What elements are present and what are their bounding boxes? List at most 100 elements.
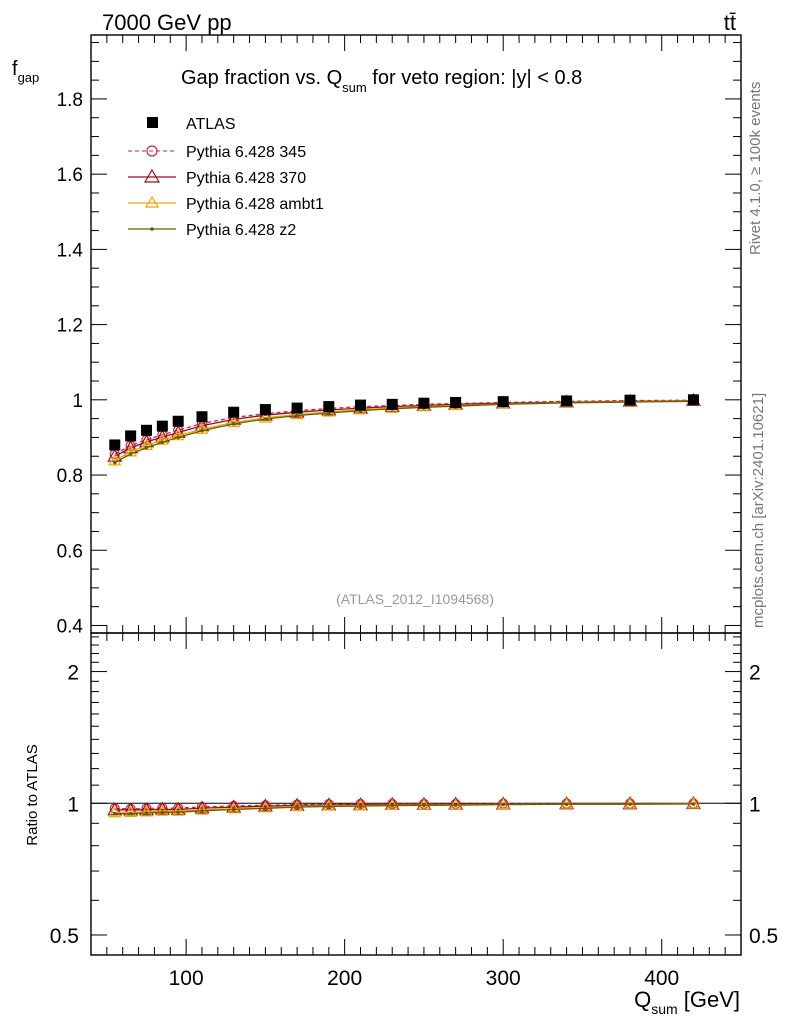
legend-ambt1-label: Pythia 6.428 ambt1 <box>186 196 324 213</box>
ratio-point-ambt1 <box>124 805 138 818</box>
main-point-ambt1 <box>227 415 241 428</box>
main-point-data <box>140 424 152 436</box>
main-ytick-label: 1.4 <box>57 240 84 261</box>
main-point-data <box>418 397 430 409</box>
main-ytick-label: 1.2 <box>57 316 83 337</box>
legend-z2-label: Pythia 6.428 z2 <box>186 222 296 239</box>
ratio-point-ambt1 <box>322 799 336 811</box>
ratio-point-ambt1 <box>623 797 637 809</box>
main-point-data <box>228 406 240 418</box>
legend-z2-marker <box>150 227 154 231</box>
xtick-label: 300 <box>486 967 521 990</box>
ratio-point-ambt1 <box>227 801 241 814</box>
main-point-ambt1 <box>139 438 154 451</box>
main-point-data <box>259 404 271 416</box>
ratio-ytick-label-left: 0.5 <box>50 925 79 948</box>
main-point-data <box>497 396 509 408</box>
legend-p345-marker <box>146 145 158 157</box>
ratio-point-ambt1 <box>195 803 209 815</box>
main-point-z2 <box>295 413 299 418</box>
ratio-ytick-label-right: 0.5 <box>749 925 778 948</box>
ratio-ytick-label-right: 1 <box>749 793 761 816</box>
ratio-point-z2 <box>176 810 180 815</box>
ratio-point-ambt1 <box>290 799 304 812</box>
main-point-data <box>561 395 573 407</box>
x-axis-label: Qsum [GeV] <box>634 987 740 1017</box>
main-point-data <box>386 398 398 410</box>
ratio-point-z2 <box>390 803 395 808</box>
main-point-data <box>291 402 303 414</box>
ratio-point-ambt1 <box>560 797 574 809</box>
legend-p370-label: Pythia 6.428 370 <box>186 170 306 187</box>
xtick-label: 200 <box>327 967 362 990</box>
main-point-ambt1 <box>108 454 122 466</box>
ratio-point-p370 <box>154 801 170 815</box>
ratio-point-z2 <box>200 809 204 813</box>
ratio-point-z2 <box>295 805 299 809</box>
main-point-z2 <box>160 440 165 445</box>
main-point-z2 <box>112 460 117 465</box>
ratio-point-ambt1 <box>353 798 368 811</box>
ratio-point-ambt1 <box>385 798 399 810</box>
ratio-point-z2 <box>327 804 331 809</box>
ratio-frame <box>90 632 742 956</box>
main-point-data <box>624 394 636 406</box>
main-point-data <box>196 411 208 423</box>
ratio-point-z2 <box>501 802 505 807</box>
legend-ambt1-marker <box>144 195 160 208</box>
mcplots-label: mcplots.cern.ch [arXiv:2401.10621] <box>750 393 767 628</box>
main-ytick-label: 0.6 <box>57 541 83 562</box>
main-point-ambt1 <box>195 422 209 434</box>
ratio-point-ambt1 <box>417 798 431 810</box>
main-point-data <box>450 396 462 408</box>
ratio-point-z2 <box>128 811 133 816</box>
main-point-ambt1 <box>290 407 304 420</box>
ratio-point-z2 <box>453 803 458 807</box>
main-series-data <box>109 394 699 451</box>
ratio-ylabel: Ratio to ATLAS <box>24 744 41 845</box>
main-axis-ticks: 0.4 0.6 0.8 1 1.2 1.4 1.6 1.8 <box>57 35 741 637</box>
ratio-ytick-label-right: 2 <box>749 662 761 685</box>
ratio-panel: 0.5 0.5 1 1 2 2 100 200 300 400 Ratio to ATLAS <box>24 632 778 990</box>
ratio-point-p370 <box>257 798 273 812</box>
rivet-version-label: Rivet 4.1.0, ≥ 100k events <box>747 82 764 255</box>
legend-p345-label: Pythia 6.428 345 <box>186 144 306 161</box>
ratio-point-ambt1 <box>686 797 700 809</box>
ratio-point-z2 <box>263 806 268 811</box>
main-point-ambt1 <box>258 411 272 423</box>
main-series-p370 <box>107 392 701 462</box>
main-point-z2 <box>200 428 204 433</box>
legend-p370-marker <box>143 168 161 183</box>
ratio-point-z2 <box>160 810 165 815</box>
main-ytick-label: 1.8 <box>57 90 83 111</box>
main-point-data <box>687 394 699 406</box>
ratio-point-z2 <box>422 803 426 808</box>
ratio-series-z2 <box>112 802 696 816</box>
ratio-point-ambt1 <box>496 797 510 810</box>
main-panel: 0.4 0.6 0.8 1 1.2 1.4 1.6 1.8 fgap Gap fraction… <box>12 34 742 637</box>
main-point-data <box>323 401 335 413</box>
main-point-z2 <box>128 452 133 456</box>
ratio-point-p370 <box>170 801 186 815</box>
ratio-point-z2 <box>691 802 696 806</box>
ratio-point-z2 <box>358 804 363 808</box>
main-series-layer <box>107 392 701 466</box>
main-ytick-label: 1 <box>72 391 83 412</box>
main-point-ambt1 <box>124 445 138 457</box>
main-point-ambt1 <box>171 428 185 441</box>
main-ylabel: fgap <box>12 58 39 85</box>
main-line-p345 <box>114 399 694 455</box>
main-point-data <box>125 430 137 442</box>
main-point-data <box>355 399 367 411</box>
main-ytick-label: 0.8 <box>57 466 83 487</box>
legend-atlas-marker <box>147 117 158 128</box>
ratio-point-z2 <box>628 802 632 807</box>
main-series-z2 <box>112 399 696 465</box>
main-ytick-label: 0.4 <box>57 616 84 637</box>
main-point-ambt1 <box>155 433 169 445</box>
legend: ATLAS Pythia 6.428 345 Pythia 6.428 370 … <box>128 116 324 239</box>
main-point-z2 <box>144 445 149 450</box>
process-label: tt̄ <box>724 10 736 35</box>
xtick-label: 100 <box>169 967 204 990</box>
